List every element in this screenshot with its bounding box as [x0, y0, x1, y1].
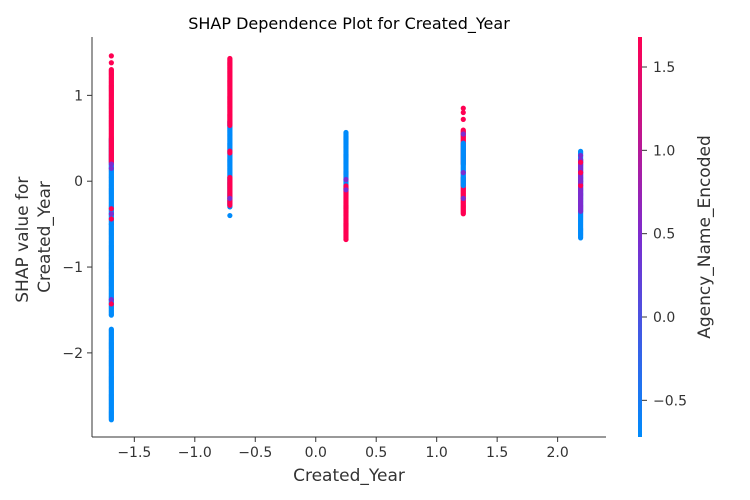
colorbar-tick-label: 1.0	[653, 143, 675, 159]
x-tick-label: 1.0	[426, 445, 448, 461]
colorbar-tick-label: −0.5	[653, 393, 687, 409]
data-point	[108, 211, 114, 217]
x-tick-label: −0.5	[238, 445, 272, 461]
data-point	[108, 161, 114, 167]
data-point	[578, 148, 584, 154]
data-point	[578, 152, 584, 159]
colorbar-tick-label: 1.5	[653, 60, 675, 76]
x-tick-label: 2.0	[546, 445, 568, 461]
y-tick-label: −1	[62, 260, 83, 276]
colorbar	[638, 37, 642, 437]
data-point	[460, 127, 466, 133]
data-point	[108, 53, 114, 59]
y-axis-ticks: 1 0 −1 −2	[62, 88, 92, 362]
colorbar-label: Agency_Name_Encoded	[695, 135, 715, 339]
data-point	[108, 67, 114, 73]
data-point	[343, 129, 349, 136]
colorbar-tick-label: 0.0	[653, 310, 675, 326]
colorbar-ticks: 1.5 1.0 0.5 0.0 −0.5	[642, 60, 687, 409]
data-point	[343, 187, 349, 193]
data-point	[108, 60, 114, 66]
data-point	[578, 170, 584, 176]
data-point	[460, 140, 466, 146]
data-point	[108, 301, 114, 307]
data-point	[460, 195, 466, 201]
x-tick-label: −1.0	[178, 445, 212, 461]
data-point	[108, 216, 114, 222]
data-point	[578, 159, 584, 165]
data-point	[460, 105, 466, 111]
x-tick-label: 0.0	[305, 445, 327, 461]
data-point	[227, 55, 233, 62]
y-tick-label: 0	[74, 174, 83, 190]
x-tick-label: 1.5	[486, 445, 508, 461]
y-tick-label: 1	[74, 88, 83, 104]
x-axis-ticks: −1.5 −1.0 −0.5 0.0 0.5 1.0 1.5 2.0	[117, 437, 569, 461]
data-point	[227, 174, 233, 181]
data-point	[227, 212, 233, 219]
data-point	[108, 165, 114, 171]
y-tick-label: −2	[62, 346, 83, 362]
data-point	[578, 182, 584, 189]
colorbar-tick-label: 0.5	[653, 227, 675, 243]
data-point	[460, 116, 466, 122]
data-point	[108, 297, 114, 303]
x-tick-label: −1.5	[117, 445, 151, 461]
data-point	[343, 176, 349, 183]
data-point	[460, 131, 466, 137]
data-point	[343, 183, 349, 189]
data-point	[108, 206, 114, 212]
data-point	[227, 195, 233, 201]
data-point	[460, 170, 466, 176]
x-axis-label: Created_Year	[293, 466, 405, 486]
y-axis-label: SHAP value for Created_Year	[13, 171, 55, 302]
data-point	[460, 109, 466, 116]
scatter-points	[108, 53, 584, 423]
x-tick-label: 0.5	[365, 445, 387, 461]
data-point	[227, 148, 233, 154]
data-point	[578, 178, 584, 184]
data-point	[108, 326, 114, 332]
chart-title: SHAP Dependence Plot for Created_Year	[188, 14, 510, 34]
y-axis-label-line-1: SHAP value for	[13, 177, 33, 303]
y-axis-label-line-2: Created_Year	[35, 181, 55, 293]
